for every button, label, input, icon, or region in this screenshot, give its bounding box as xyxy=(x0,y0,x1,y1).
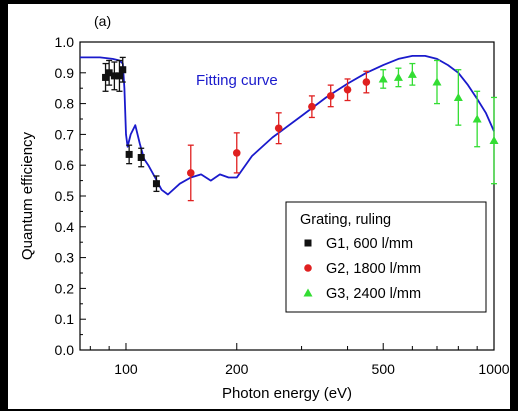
legend-entry: G1, 600 l/mm xyxy=(326,236,413,252)
legend-title: Grating, ruling xyxy=(300,212,391,228)
chart-panel: (a) 0.0 0.1 0.2 0.3 0.4 0.5 0.6 0.7 0.8 0.9 1.0 100… xyxy=(8,4,510,409)
legend-box xyxy=(285,201,487,313)
y-tick-label: 0.0 xyxy=(55,342,75,358)
y-tick-label: 0.5 xyxy=(55,188,75,204)
y-tick-label: 1.0 xyxy=(55,34,75,50)
data-point xyxy=(152,180,160,188)
data-point xyxy=(326,92,335,100)
fit-curve xyxy=(80,55,495,196)
y-tick-label: 0.9 xyxy=(55,65,75,81)
x-tick-label: 100 xyxy=(114,361,138,377)
y-tick-label: 0.8 xyxy=(55,96,75,112)
data-point xyxy=(105,69,113,77)
quantum-efficiency-chart: (a) 0.0 0.1 0.2 0.3 0.4 0.5 0.6 0.7 0.8 0.9 1.0 100… xyxy=(19,13,510,402)
x-axis-label: Photon energy (eV) xyxy=(222,385,352,402)
legend-entry: G3, 2400 l/mm xyxy=(326,286,421,302)
data-point xyxy=(110,72,118,80)
y-tick-label: 0.4 xyxy=(55,219,75,235)
legend-items: G1, 600 l/mm G2, 1800 l/mm G3, 2400 l/mm xyxy=(303,236,421,302)
legend: Grating, ruling G1, 600 l/mm G2, 1800 l/m… xyxy=(285,201,487,313)
data-point xyxy=(274,124,283,133)
data-point xyxy=(489,136,499,145)
y-tick-label: 0.2 xyxy=(55,280,75,296)
data-point xyxy=(453,92,463,101)
legend-marker-square xyxy=(304,239,312,247)
data-point xyxy=(119,66,127,74)
legend-entry: G2, 1800 l/mm xyxy=(326,261,421,277)
y-tick-label: 0.3 xyxy=(55,250,75,266)
y-axis-label: Quantum efficiency xyxy=(19,131,36,260)
fit-curve-label: Fitting curve xyxy=(196,72,278,89)
panel-label: (a) xyxy=(94,13,111,29)
legend-marker-circle xyxy=(304,264,312,272)
axes: 0.0 0.1 0.2 0.3 0.4 0.5 0.6 0.7 0.8 0.9 1.0 100 200 5… xyxy=(55,34,510,377)
data-point xyxy=(343,85,352,94)
y-tick-label: 0.6 xyxy=(55,157,75,173)
series-triangle xyxy=(378,59,499,185)
data-point xyxy=(472,114,482,123)
series-square xyxy=(102,56,160,193)
data-point xyxy=(362,78,371,86)
data-point xyxy=(378,74,388,83)
y-tick-label: 0.7 xyxy=(55,126,75,142)
data-point xyxy=(102,73,110,81)
x-tick-label: 1000 xyxy=(478,361,509,377)
x-tick-label: 500 xyxy=(372,361,396,377)
data-point xyxy=(407,69,417,78)
data-point xyxy=(232,149,241,157)
data-point xyxy=(137,154,145,161)
legend-marker-triangle xyxy=(303,288,313,297)
data-points-layer xyxy=(102,56,499,202)
x-tick-label: 200 xyxy=(225,361,249,377)
y-tick-label: 0.1 xyxy=(55,311,75,327)
data-point xyxy=(115,72,123,80)
data-point xyxy=(393,72,403,81)
fit-curve-layer xyxy=(80,55,495,196)
data-point xyxy=(308,102,316,111)
data-point xyxy=(125,150,133,158)
data-point xyxy=(432,77,442,86)
data-point xyxy=(186,169,195,177)
series-circle xyxy=(186,70,371,202)
